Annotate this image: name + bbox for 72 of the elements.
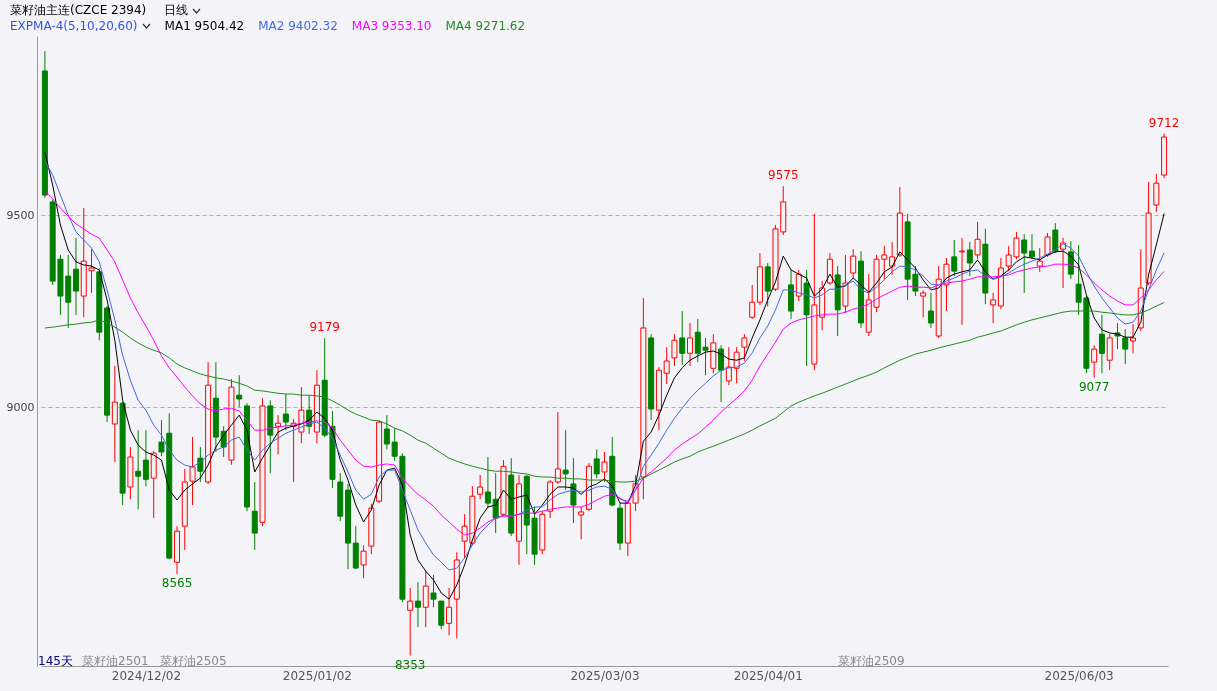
- candlestick: [990, 292, 997, 324]
- candlestick: [236, 374, 243, 408]
- candlestick: [360, 544, 367, 579]
- candlestick: [422, 570, 429, 628]
- candlestick: [842, 254, 849, 314]
- candlestick: [477, 474, 484, 500]
- y-tick-label: 9500: [6, 208, 35, 222]
- x-tick-label: 2025/06/03: [1044, 668, 1114, 683]
- y-tick-label: 9000: [6, 400, 35, 414]
- candlestick: [663, 346, 670, 385]
- x-tick-label: 2024/12/02: [111, 668, 182, 683]
- legend-title: EXPMA-4(5,10,20,60): [10, 19, 138, 33]
- chart-title: 菜籽油主连(CZCE 2394): [10, 2, 147, 19]
- candlestick: [251, 481, 258, 551]
- candlestick: [554, 411, 561, 485]
- annotation: 9575: [767, 168, 799, 183]
- candlestick: [1122, 328, 1129, 365]
- candlestick: [671, 333, 678, 367]
- candlestick: [414, 581, 421, 628]
- annotation: 145天: [38, 653, 73, 670]
- candlestick: [430, 574, 437, 608]
- candlestick: [1130, 323, 1137, 354]
- candlestick: [795, 269, 802, 302]
- text: MA1 9504.42: [164, 19, 245, 33]
- candlestick: [578, 506, 585, 540]
- candlestick: [601, 451, 608, 483]
- candlestick: [1091, 344, 1098, 379]
- x-tick-label: 2025/01/02: [282, 668, 353, 683]
- candlestick: [959, 237, 966, 326]
- candlestick: [741, 333, 748, 362]
- candlestick: [407, 587, 414, 657]
- annotation: 菜籽油2501: [82, 653, 149, 670]
- annotation: 9179: [309, 320, 340, 335]
- annotation: 9712: [1148, 115, 1180, 130]
- candlestick: [562, 429, 569, 491]
- candlestick: [1021, 233, 1028, 294]
- text: MA4 9271.62: [445, 19, 526, 33]
- annotation: 9077: [1078, 379, 1110, 394]
- candlestick: [593, 448, 600, 479]
- candlestick: [679, 310, 686, 366]
- candlestick: [687, 322, 693, 367]
- candlestick: [1106, 333, 1113, 371]
- annotation: 菜籽油2509: [838, 653, 905, 670]
- candlestick: [951, 239, 958, 277]
- candlestick: [749, 284, 756, 320]
- candlestick: [920, 289, 927, 318]
- annotation: 8565: [161, 576, 193, 591]
- candlestick: [111, 365, 118, 463]
- candlestick: [282, 393, 289, 431]
- x-tick-label: 2025/04/01: [733, 668, 803, 683]
- candlestick: [142, 429, 149, 487]
- candlestick: [718, 344, 725, 403]
- candlestick: [850, 248, 857, 279]
- candlestick: [974, 221, 981, 260]
- candlestick: [570, 457, 577, 524]
- candlestick: [484, 456, 491, 509]
- text: MA3 9353.10: [351, 19, 432, 33]
- chart-subtitle: 日线: [164, 2, 189, 19]
- candlestick: [826, 252, 833, 286]
- x-tick-label: 2025/03/03: [570, 668, 640, 683]
- candlestick: [72, 237, 79, 316]
- candlestick: [1153, 173, 1160, 213]
- text: MA2 9402.32: [258, 19, 338, 33]
- annotation: 菜籽油2505: [160, 653, 227, 670]
- annotation: 8353: [394, 657, 426, 672]
- candlestick: [1098, 314, 1105, 374]
- candlestick: [1028, 233, 1035, 260]
- candlestick: [135, 429, 142, 510]
- candlestick: [446, 587, 453, 636]
- candlestick: [889, 241, 896, 276]
- candlestick: [966, 241, 973, 277]
- candlestick: [927, 292, 934, 329]
